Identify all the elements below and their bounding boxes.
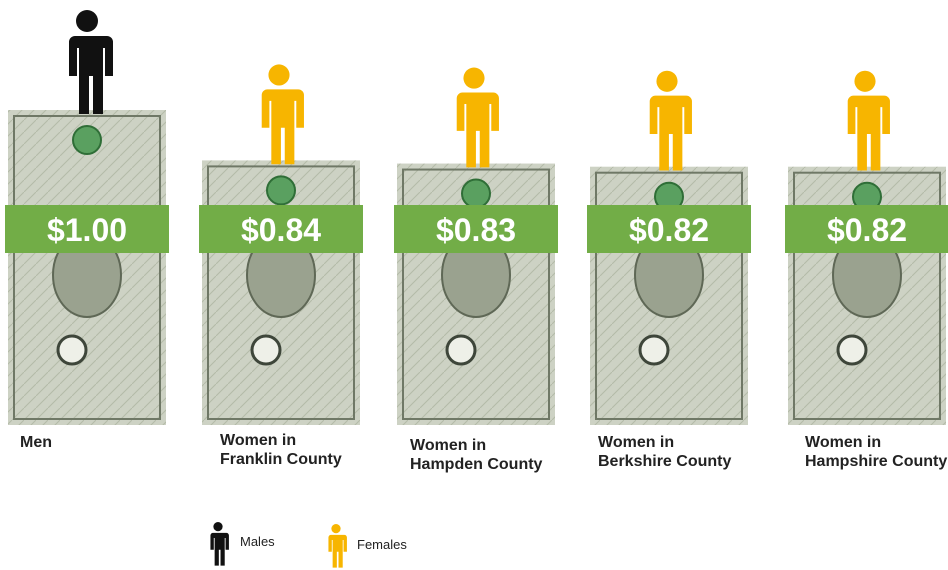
person-head xyxy=(213,522,223,532)
bill-art xyxy=(207,165,355,420)
person-head xyxy=(76,10,98,32)
category-label: Women in Hampshire County xyxy=(805,434,948,470)
person-icon xyxy=(454,67,499,168)
category-label: Women in Hampden County xyxy=(410,437,543,473)
person-head xyxy=(854,70,876,92)
person-icon xyxy=(327,524,347,568)
bill-border xyxy=(402,168,550,420)
value-label: $0.83 xyxy=(436,212,516,248)
bill-art xyxy=(13,115,161,420)
value-label: $1.00 xyxy=(47,212,127,248)
bill-seal-green xyxy=(461,178,491,209)
category-label: Men xyxy=(20,434,52,451)
value-label: $0.82 xyxy=(629,212,709,248)
person-body xyxy=(209,532,229,566)
person-body xyxy=(259,89,304,165)
bill-seal xyxy=(56,334,88,366)
person-body xyxy=(327,534,347,568)
bill-seal-green xyxy=(266,175,296,206)
legend-label: Females xyxy=(357,537,407,552)
person-head xyxy=(331,524,341,534)
bill-seal xyxy=(445,334,477,366)
person-body xyxy=(647,95,692,171)
bill-seal-green xyxy=(72,125,102,155)
category-label: Women in Franklin County xyxy=(220,432,342,468)
person-body xyxy=(67,36,113,114)
person-icon xyxy=(209,522,229,566)
value-band xyxy=(785,205,948,253)
person-head xyxy=(268,64,290,86)
bill-border xyxy=(13,115,161,420)
value-band xyxy=(587,205,751,253)
legend-label: Males xyxy=(240,534,275,549)
person-head xyxy=(463,67,485,89)
value-label: $0.82 xyxy=(827,212,907,248)
value-band xyxy=(199,205,363,253)
category-label: Women in Berkshire County xyxy=(598,434,732,470)
person-icon xyxy=(647,70,692,171)
bill-art xyxy=(595,171,743,420)
bill-art xyxy=(402,168,550,420)
person-body xyxy=(454,92,499,168)
person-icon xyxy=(259,64,304,165)
person-head xyxy=(656,70,678,92)
bill-seal xyxy=(250,334,282,366)
bill-border xyxy=(207,165,355,420)
value-label: $0.84 xyxy=(241,212,321,248)
bill-seal xyxy=(638,334,670,366)
bill-art xyxy=(793,171,941,420)
value-band xyxy=(5,205,169,253)
bill-border xyxy=(595,171,743,420)
value-band xyxy=(394,205,558,253)
person-icon xyxy=(67,10,113,114)
bill-border xyxy=(793,171,941,420)
person-icon xyxy=(845,70,890,171)
bill-seal xyxy=(836,334,868,366)
person-body xyxy=(845,95,890,171)
